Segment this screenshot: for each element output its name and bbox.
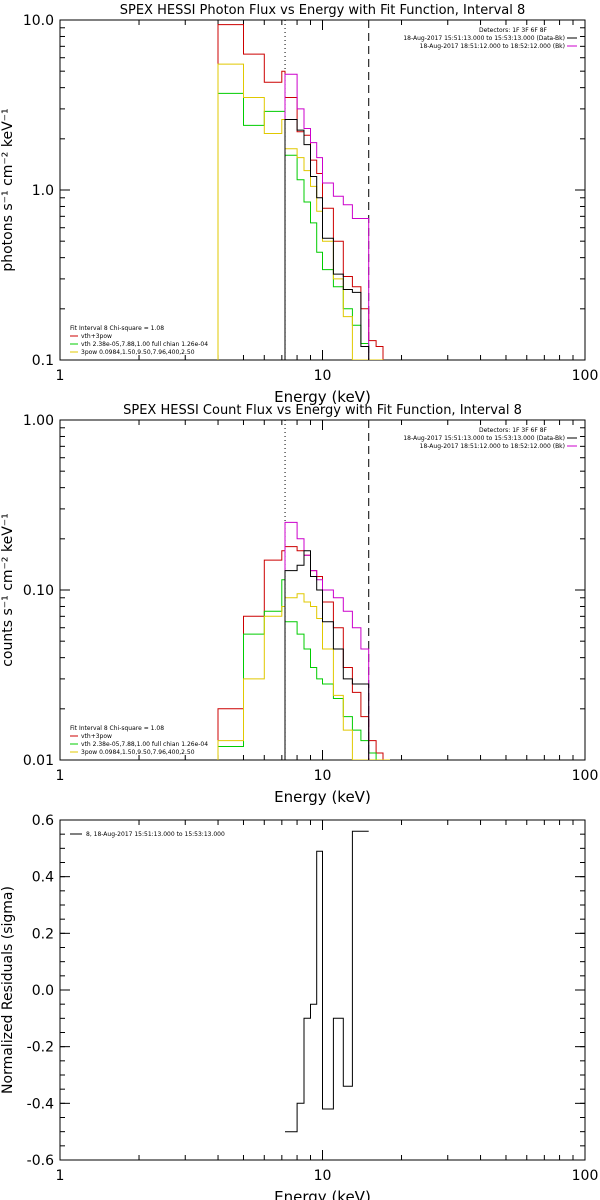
legend-header: Fit Interval 8 Chi-square = 1.08 <box>70 325 164 332</box>
legend-entry: 18-Aug-2017 15:51:13.000 to 15:53:13.000… <box>403 35 565 42</box>
series-line <box>217 24 384 360</box>
y-tick-label: 0.6 <box>32 813 54 829</box>
y-tick-label: -0.2 <box>27 1040 54 1056</box>
plot-area <box>217 420 390 760</box>
series-line <box>284 550 370 760</box>
plot-area <box>285 830 369 1133</box>
y-tick-label: 1.00 <box>23 413 54 429</box>
y-tick-label: 1.0 <box>32 183 54 199</box>
legend-entry: vth 2.38e-05,7.88,1.00 full chian 1.26e-… <box>81 741 208 748</box>
series-line <box>217 546 390 760</box>
legend-bottom-left: Fit Interval 8 Chi-square = 1.08vth+3pow… <box>70 325 208 356</box>
chart-panel-3: 1 10 100 -0.6 -0.4 -0.2 0.0 0.2 0.4 0.6 Energy (ke… <box>0 813 598 1200</box>
legend-entry: 3pow 0.0984,1.50,9.50,7.96,400,2.50 <box>81 349 195 356</box>
legend-residuals: 8, 18-Aug-2017 15:51:13.000 to 15:53:13.… <box>70 831 225 838</box>
y-axis-label: Normalized Residuals (sigma) <box>0 886 16 1094</box>
series-line <box>284 521 370 760</box>
y-tick-label: 0.01 <box>23 753 54 769</box>
y-tick-label: -0.4 <box>27 1096 54 1112</box>
legend-entry: 18-Aug-2017 18:51:12.000 to 18:52:12.000… <box>420 43 565 50</box>
y-axis-label: photons s⁻¹ cm⁻² keV⁻¹ <box>0 108 16 271</box>
legend-header: Fit Interval 8 Chi-square = 1.08 <box>70 725 164 732</box>
x-tick-label: 1 <box>56 768 65 784</box>
y-axis-label: counts s⁻¹ cm⁻² keV⁻¹ <box>0 513 16 667</box>
x-axis-label: Energy (keV) <box>274 1188 371 1200</box>
x-tick-label: 100 <box>572 368 599 384</box>
y-tick-label: 0.2 <box>32 926 54 942</box>
y-tick-label: -0.6 <box>27 1153 54 1169</box>
series-line <box>217 92 384 360</box>
x-axis-label: Energy (keV) <box>274 788 371 806</box>
legend-bottom-left: Fit Interval 8 Chi-square = 1.08vth+3pow… <box>70 725 208 756</box>
y-tick-label: 0.1 <box>32 353 54 369</box>
chart-title: SPEX HESSI Photon Flux vs Energy with Fi… <box>120 3 526 18</box>
x-tick-label: 10 <box>314 1168 332 1184</box>
legend-entry: vth 2.38e-05,7.88,1.00 full chian 1.26e-… <box>81 341 208 348</box>
y-tick-label: 0.0 <box>32 983 54 999</box>
series-line <box>285 830 369 1133</box>
y-tick-label: 0.4 <box>32 870 54 886</box>
x-tick-label: 1 <box>56 1168 65 1184</box>
legend-header: Detectors: 1F 3F 6F 8F <box>479 27 548 34</box>
legend-entry: 18-Aug-2017 15:51:13.000 to 15:53:13.000… <box>403 435 565 442</box>
x-axis-label: Energy (keV) <box>274 388 371 406</box>
plot-area <box>217 20 384 360</box>
series-line <box>284 119 370 360</box>
x-tick-label: 1 <box>56 368 65 384</box>
legend-entry: vth+3pow <box>81 333 112 340</box>
x-tick-label: 100 <box>572 1168 599 1184</box>
legend-entry: 18-Aug-2017 18:51:12.000 to 18:52:12.000… <box>420 443 565 450</box>
y-tick-label: 0.10 <box>23 583 54 599</box>
legend-entry: 8, 18-Aug-2017 15:51:13.000 to 15:53:13.… <box>86 831 225 838</box>
x-tick-label: 100 <box>572 768 599 784</box>
legend-entry: 3pow 0.0984,1.50,9.50,7.96,400,2.50 <box>81 749 195 756</box>
chart-panel-1: 1 10 100 0.1 1.0 10.0 SPEX HESSI Photon Flux v… <box>0 3 598 406</box>
series-line <box>284 73 370 360</box>
x-tick-label: 10 <box>314 368 332 384</box>
y-tick-label: 10.0 <box>23 13 54 29</box>
chart-panel-2: 1 10 100 0.01 0.10 1.00 SPEX HESSI Count Flux … <box>0 403 598 806</box>
legend-entry: vth+3pow <box>81 733 112 740</box>
x-tick-label: 10 <box>314 768 332 784</box>
series-line <box>217 63 384 360</box>
series-line <box>217 593 390 760</box>
chart-title: SPEX HESSI Count Flux vs Energy with Fit… <box>123 403 522 418</box>
legend-header: Detectors: 1F 3F 6F 8F <box>479 427 548 434</box>
